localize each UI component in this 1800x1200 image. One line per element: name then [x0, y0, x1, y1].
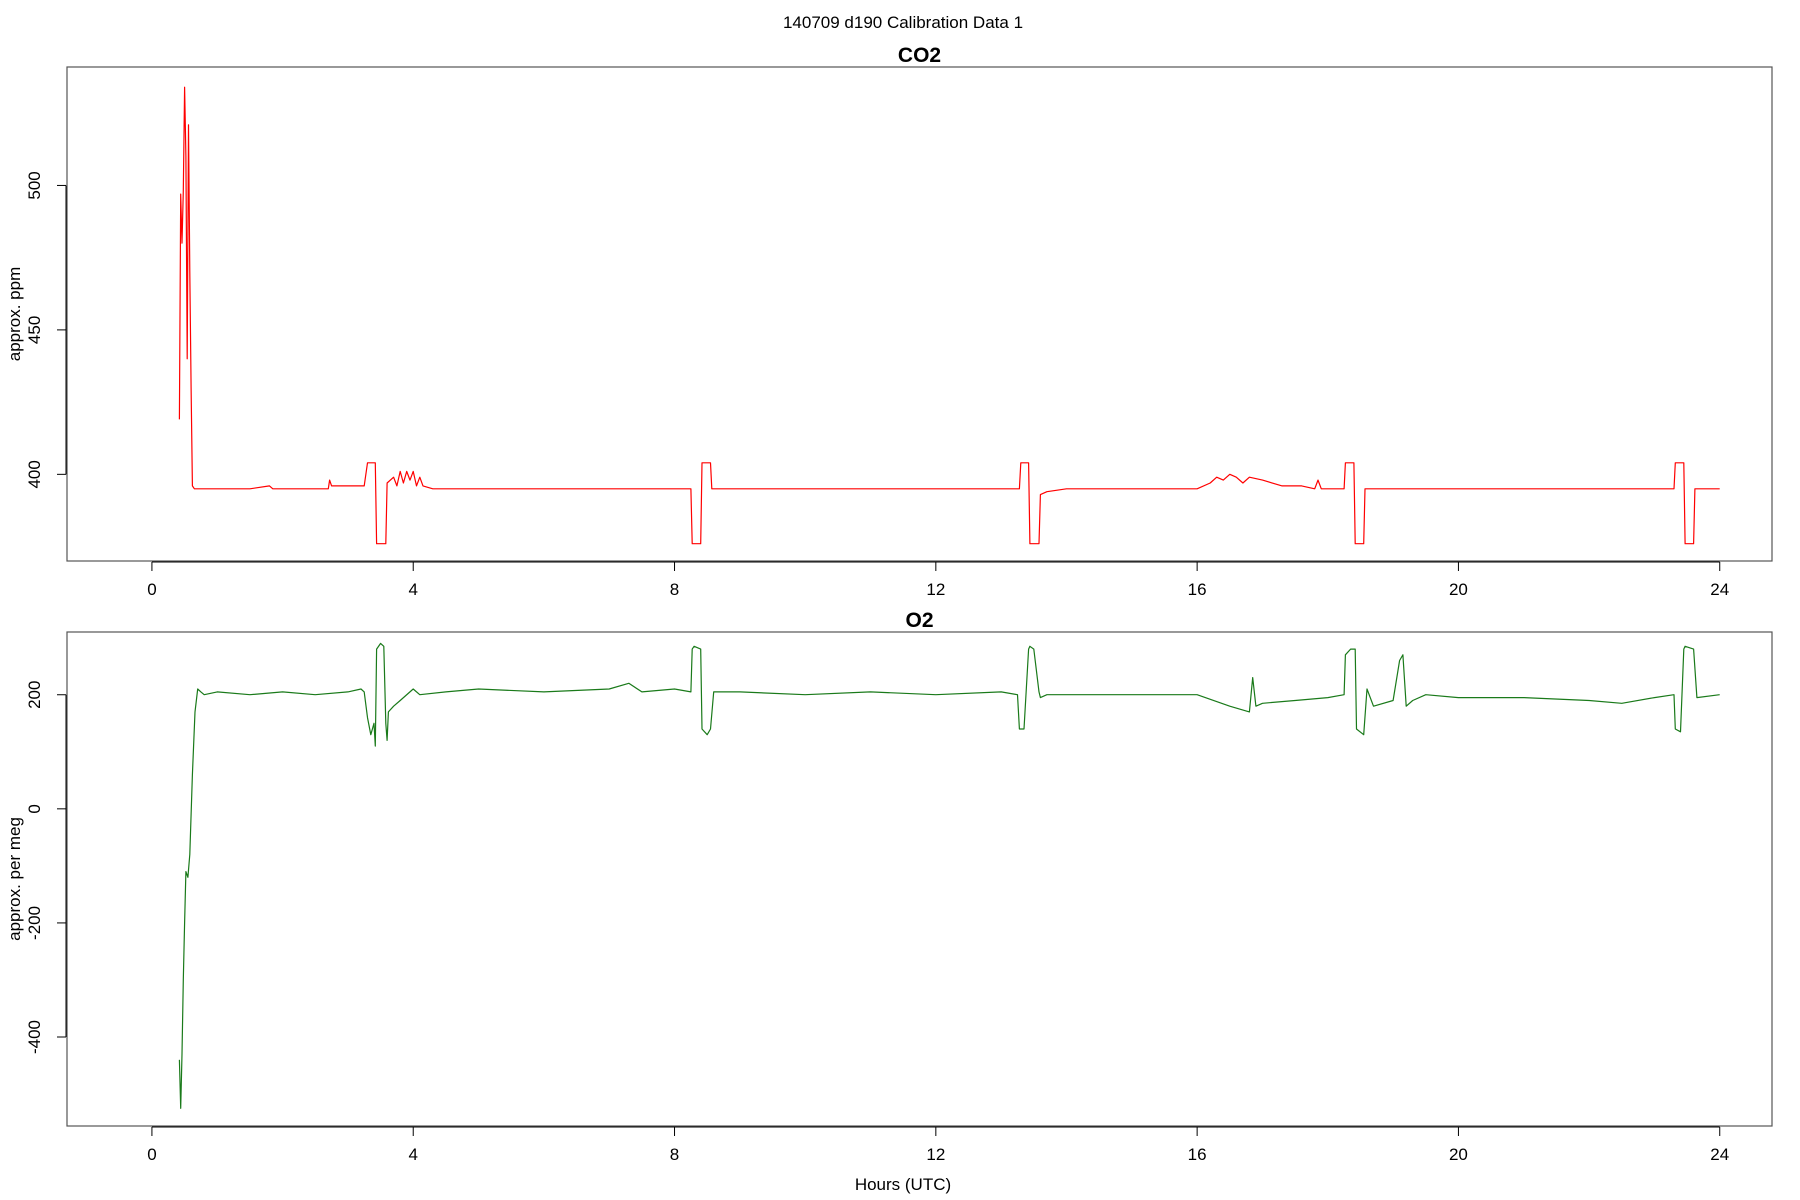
- x-tick-label: 16: [1188, 1145, 1207, 1164]
- x-tick-label: 8: [670, 1145, 679, 1164]
- series-line: [178, 642, 1720, 1109]
- y-tick-label: 0: [25, 804, 44, 813]
- x-tick-label: 24: [1710, 1145, 1729, 1164]
- y-tick-label: -200: [25, 906, 44, 940]
- series-line: [178, 86, 1720, 545]
- y-axis-label: approx. ppm: [5, 267, 24, 362]
- x-tick-label: 24: [1710, 580, 1729, 599]
- x-tick-label: 8: [670, 580, 679, 599]
- x-tick-label: 12: [926, 1145, 945, 1164]
- y-tick-label: 450: [25, 316, 44, 344]
- panel-title: O2: [905, 609, 933, 632]
- figure-title: 140709 d190 Calibration Data 1: [783, 13, 1023, 32]
- o2-panel: O2 0 4 8 12 16 20 24 -400 -200 0 200 approx. per meg: [5, 609, 1773, 1164]
- x-axis-label: Hours (UTC): [855, 1175, 951, 1194]
- x-tick-label: 12: [926, 580, 945, 599]
- y-tick-label: 400: [25, 460, 44, 488]
- x-tick-label: 20: [1449, 580, 1468, 599]
- y-tick-label: 500: [25, 171, 44, 199]
- plot-frame: [66, 631, 1773, 1127]
- x-tick-label: 0: [147, 580, 156, 599]
- y-axis-label: approx. per meg: [5, 817, 24, 941]
- y-tick-label: 200: [25, 681, 44, 709]
- x-tick-label: 4: [408, 580, 417, 599]
- panel-title: CO2: [898, 44, 941, 67]
- y-tick-label: -400: [25, 1020, 44, 1054]
- x-tick-label: 4: [408, 1145, 417, 1164]
- x-tick-label: 20: [1449, 1145, 1468, 1164]
- co2-panel: CO2 0 4 8 12 16 20 24 400 450 500 approx. ppm: [5, 44, 1773, 599]
- plot-frame: [66, 66, 1773, 562]
- x-tick-label: 0: [147, 1145, 156, 1164]
- x-tick-label: 16: [1188, 580, 1207, 599]
